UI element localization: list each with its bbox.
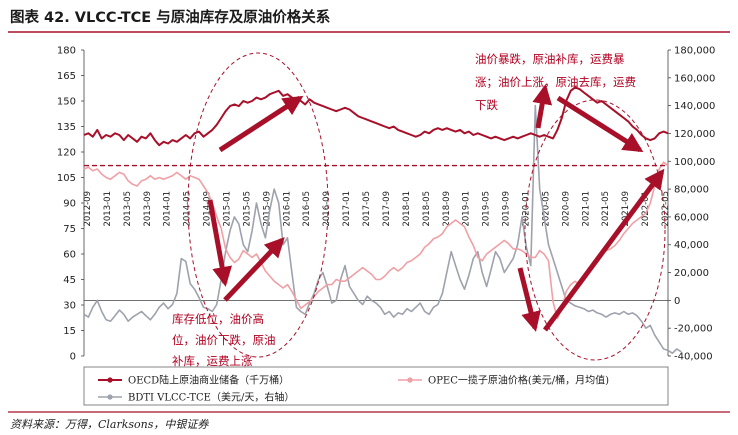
left-axis-tick-label: 120 (57, 148, 76, 159)
x-axis-tick-label: 2015-09 (262, 191, 272, 227)
x-axis-tick-label: 2014-05 (183, 191, 193, 227)
x-axis-tick-label: 2017-01 (342, 191, 352, 227)
x-axis-tick-label: 2016-09 (322, 191, 332, 227)
right-axis-tick-label: 60,000 (674, 212, 709, 223)
x-axis-tick-label: 2017-05 (362, 191, 372, 227)
series-layer (83, 86, 682, 355)
x-axis-tick-label: 2016-01 (282, 191, 292, 227)
left-axis-tick-label: 15 (63, 326, 76, 337)
right-axis-tick-label: 120,000 (674, 129, 715, 140)
legend-marker-1 (407, 377, 413, 383)
series-line-0 (83, 86, 669, 147)
x-axis-tick-label: 2018-01 (402, 191, 412, 227)
x-axis-tick-label: 2013-01 (103, 191, 113, 227)
legend-label-1: OPEC一揽子原油价格(美元/桶，月均值) (428, 374, 609, 387)
right-axis-tick-label: 40,000 (674, 240, 709, 251)
right-axis-tick-label: -40,000 (674, 352, 713, 363)
left-axis-tick-label: 150 (57, 97, 76, 108)
left-axis-tick-label: 30 (63, 301, 76, 312)
right-axis-tick-label: 0 (674, 296, 680, 307)
x-axis-tick-label: 2018-05 (422, 191, 432, 227)
annotation-lower-line: 补库，运费上涨 (172, 354, 253, 368)
left-axis-tick-label: 90 (63, 199, 76, 210)
trend-arrow (218, 95, 304, 153)
x-axis-tick-label: 2022-01 (641, 191, 651, 227)
right-axis-tick-label: 180,000 (674, 46, 715, 57)
chart-source: 资料来源：万得，Clarksons，中银证券 (10, 418, 209, 431)
x-axis-tick-label: 2016-05 (302, 191, 312, 227)
annotation-upper-line: 下跌 (475, 98, 498, 112)
series-line-2 (83, 104, 682, 355)
legend-label-2: BDTI VLCC-TCE（美元/天，右轴） (128, 391, 294, 404)
x-axis-tick-label: 2020-09 (561, 191, 571, 227)
left-axis-tick-label: 45 (63, 275, 76, 286)
left-axis-tick-label: 165 (57, 71, 76, 82)
x-axis-tick-label: 2021-09 (621, 191, 631, 227)
x-axis-tick-label: 2015-05 (242, 191, 252, 227)
x-axis-tick-label: 2019-09 (502, 191, 512, 227)
legend-label-0: OECD陆上原油商业储备（千万桶） (128, 374, 289, 387)
overlays: 油价暴跌，原油补库，运费暴涨；油价上涨，原油去库，运费下跌库存低位，油价高位，油… (84, 52, 668, 368)
x-axis-tick-label: 2018-09 (442, 191, 452, 227)
x-axis-tick-label: 2019-01 (462, 191, 472, 227)
x-axis-tick-label: 2020-05 (541, 191, 551, 227)
x-axis-tick-label: 2013-09 (143, 191, 153, 227)
trend-arrow (223, 237, 285, 302)
x-axis-tick-label: 2012-09 (83, 191, 93, 227)
x-axis-tick-label: 2022-05 (661, 191, 671, 227)
right-axis-tick-label: 80,000 (674, 185, 709, 196)
annotation-lower-line: 库存低位，油价高 (172, 312, 264, 326)
legend-marker-0 (107, 377, 113, 383)
annotation-upper-line: 油价暴跌，原油补库，运费暴 (475, 52, 625, 66)
right-axis-tick-label: 100,000 (674, 157, 715, 168)
right-axis-tick-label: 20,000 (674, 268, 709, 279)
x-axis-tick-label: 2015-01 (223, 191, 233, 227)
legend: OECD陆上原油商业储备（千万桶） OPEC一揽子原油价格(美元/桶，月均值) BD… (83, 366, 669, 406)
x-axis-tick-label: 2017-09 (382, 191, 392, 227)
annotation-lower-line: 位，油价下跌，原油 (172, 333, 276, 347)
left-axis-tick-label: 105 (57, 173, 76, 184)
left-axis-tick-label: 135 (57, 122, 76, 133)
left-axis-tick-label: 75 (63, 224, 76, 235)
annotation-upper-line: 涨；油价上涨，原油去库，运费 (475, 75, 636, 89)
trend-arrow (207, 199, 232, 287)
x-axis-tick-label: 2019-05 (482, 191, 492, 227)
legend-marker-2 (107, 394, 113, 400)
left-axis-tick-label: 60 (63, 250, 76, 261)
right-axis-tick-label: 160,000 (674, 73, 715, 84)
x-axis-tick-label: 2014-09 (203, 191, 213, 227)
right-axis-tick-label: -20,000 (674, 324, 713, 335)
highlight-ellipse-2014-2016 (187, 52, 329, 358)
axes: 0 15 30 45 60 75 90 105 120 135 150 165 180 -40,000 -2… (57, 46, 715, 363)
x-axis-tick-label: 2021-01 (581, 191, 591, 227)
trend-arrow (542, 168, 665, 332)
right-axis-tick-label: 140,000 (674, 101, 715, 112)
left-axis-tick-label: 0 (70, 352, 76, 363)
trend-arrow (556, 95, 644, 153)
x-axis-tick-label: 2014-01 (163, 191, 173, 227)
trend-arrow (517, 267, 541, 332)
x-axis-tick-label: 2020-01 (521, 191, 531, 227)
series-line-1 (83, 161, 669, 320)
trend-arrow (532, 84, 553, 129)
legend-box (83, 366, 669, 406)
left-axis-tick-label: 180 (57, 46, 76, 57)
chart-title: 图表 42. VLCC-TCE 与原油库存及原油价格关系 (10, 10, 331, 26)
x-axis-tick-label: 2021-05 (601, 191, 611, 227)
x-axis-tick-label: 2013-05 (123, 191, 133, 227)
highlight-ellipse-2020-2022 (524, 99, 666, 361)
